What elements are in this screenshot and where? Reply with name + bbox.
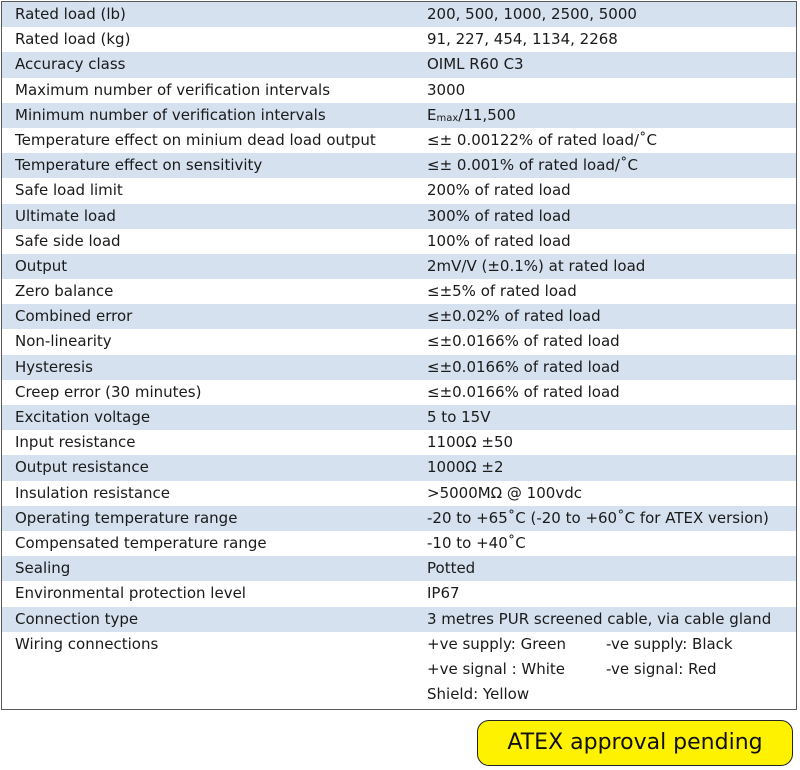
spec-row-output-resistance: Output resistance 1000Ω ±2 <box>2 455 796 481</box>
spec-value: Potted <box>427 559 476 578</box>
spec-label: Zero balance <box>15 282 114 301</box>
spec-value: ≤± 0.001% of rated load/˚C <box>427 156 638 175</box>
wiring-shield: Shield: Yellow <box>427 684 530 703</box>
spec-row-creep-error: Creep error (30 minutes) ≤±0.0166% of ra… <box>2 379 796 405</box>
spec-row-non-linearity: Non-linearity ≤±0.0166% of rated load <box>2 329 796 355</box>
spec-value: 300% of rated load <box>427 206 571 225</box>
spec-label: Rated load (kg) <box>15 30 131 49</box>
spec-value: >5000MΩ @ 100vdc <box>427 483 582 502</box>
wiring-grid: +ve supply: Green -ve supply: Black +ve … <box>415 632 796 709</box>
spec-value: -20 to +65˚C (-20 to +60˚C for ATEX vers… <box>427 508 769 527</box>
spec-label: Non-linearity <box>15 332 112 351</box>
emax-symbol: E <box>427 105 437 124</box>
spec-value: 100% of rated load <box>427 231 571 250</box>
spec-label: Insulation resistance <box>15 483 171 502</box>
spec-label: Temperature effect on sensitivity <box>15 156 263 175</box>
atex-approval-badge: ATEX approval pending <box>477 720 793 766</box>
spec-row-safe-side-load: Safe side load 100% of rated load <box>2 228 796 254</box>
spec-label: Safe load limit <box>15 181 123 200</box>
spec-row-combined-error: Combined error ≤±0.02% of rated load <box>2 304 796 330</box>
spec-value: 200% of rated load <box>427 181 571 200</box>
spec-value: 3 metres PUR screened cable, via cable g… <box>427 609 772 628</box>
spec-label: Temperature effect on minium dead load o… <box>15 130 376 149</box>
spec-row-operating-temperature: Operating temperature range -20 to +65˚C… <box>2 505 796 531</box>
spec-label: Excitation voltage <box>15 408 151 426</box>
wiring-signal-positive: +ve signal : White <box>427 659 566 678</box>
spec-value: ≤±0.02% of rated load <box>427 307 601 326</box>
spec-row-accuracy-class: Accuracy class OIML R60 C3 <box>2 52 796 78</box>
spec-label: Rated load (lb) <box>15 5 126 23</box>
spec-value: OIML R60 C3 <box>427 55 524 74</box>
spec-label: Maximum number of verification intervals <box>15 80 331 99</box>
spec-label: Input resistance <box>15 433 136 452</box>
spec-label: Combined error <box>15 307 133 326</box>
spec-label: Sealing <box>15 559 71 578</box>
spec-row-temp-effect-sensitivity: Temperature effect on sensitivity ≤± 0.0… <box>2 153 796 179</box>
spec-label: Creep error (30 minutes) <box>15 382 202 401</box>
spec-value: IP67 <box>427 584 460 603</box>
spec-label: Compensated temperature range <box>15 533 267 552</box>
spec-row-protection-level: Environmental protection level IP67 <box>2 581 796 607</box>
spec-row-output: Output 2mV/V (±0.1%) at rated load <box>2 253 796 280</box>
spec-row-sealing: Sealing Potted <box>2 556 796 582</box>
spec-label: Ultimate load <box>15 206 116 225</box>
spec-label: Output resistance <box>15 458 149 477</box>
spec-value: 200, 500, 1000, 2500, 5000 <box>427 5 637 23</box>
spec-value: 3000 <box>427 80 466 99</box>
spec-value: -10 to +40˚C <box>427 533 526 552</box>
spec-row-connection-type: Connection type 3 metres PUR screened ca… <box>2 606 796 632</box>
emax-subscript: max <box>436 112 459 124</box>
spec-row-safe-load-limit: Safe load limit 200% of rated load <box>2 178 796 204</box>
spec-label: Operating temperature range <box>15 508 238 527</box>
spec-row-rated-load-lb: Rated load (lb) 200, 500, 1000, 2500, 50… <box>2 2 796 28</box>
spec-value: 2mV/V (±0.1%) at rated load <box>427 256 646 275</box>
spec-row-temp-effect-dead-load: Temperature effect on minium dead load o… <box>2 127 796 154</box>
spec-value: Emax/11,500 <box>415 103 796 128</box>
spec-value: 91, 227, 454, 1134, 2268 <box>427 30 618 49</box>
spec-label: Connection type <box>15 609 139 628</box>
spec-value: ≤±0.0166% of rated load <box>427 357 620 376</box>
spec-table: Rated load (lb) 200, 500, 1000, 2500, 50… <box>1 1 797 710</box>
spec-row-max-verification-intervals: Maximum number of verification intervals… <box>2 77 796 103</box>
spec-value: ≤± 0.00122% of rated load/˚C <box>427 130 658 149</box>
wiring-supply-positive: +ve supply: Green <box>427 634 567 653</box>
spec-value: 1000Ω ±2 <box>427 458 504 477</box>
spec-row-ultimate-load: Ultimate load 300% of rated load <box>2 203 796 229</box>
spec-value: 1100Ω ±50 <box>427 433 514 452</box>
spec-row-hysteresis: Hysteresis ≤±0.0166% of rated load <box>2 354 796 380</box>
spec-row-insulation-resistance: Insulation resistance >5000MΩ @ 100vdc <box>2 480 796 506</box>
spec-label: Safe side load <box>15 231 121 250</box>
spec-row-input-resistance: Input resistance 1100Ω ±50 <box>2 430 796 456</box>
spec-row-wiring-connections: Wiring connections +ve supply: Green -ve… <box>2 631 796 709</box>
spec-value: ≤±5% of rated load <box>427 282 577 301</box>
spec-row-zero-balance: Zero balance ≤±5% of rated load <box>2 279 796 305</box>
spec-value: 5 to 15V <box>427 408 491 426</box>
spec-row-excitation-voltage: Excitation voltage 5 to 15V <box>2 405 796 431</box>
spec-label: Hysteresis <box>15 357 93 376</box>
spec-value: ≤±0.0166% of rated load <box>427 382 620 401</box>
wiring-signal-negative: -ve signal: Red <box>606 659 717 678</box>
spec-label: Wiring connections <box>15 634 159 653</box>
spec-label: Minimum number of verification intervals <box>15 105 326 124</box>
spec-value: ≤±0.0166% of rated load <box>427 332 620 351</box>
spec-row-min-verification-intervals: Minimum number of verification intervals… <box>2 102 796 128</box>
wiring-supply-negative: -ve supply: Black <box>606 634 733 653</box>
emax-divisor: /11,500 <box>458 105 516 124</box>
spec-label: Accuracy class <box>15 55 126 74</box>
spec-row-compensated-temperature: Compensated temperature range -10 to +40… <box>2 530 796 557</box>
spec-label: Output <box>15 256 68 275</box>
spec-row-rated-load-kg: Rated load (kg) 91, 227, 454, 1134, 2268 <box>2 27 796 53</box>
spec-label: Environmental protection level <box>15 584 246 603</box>
